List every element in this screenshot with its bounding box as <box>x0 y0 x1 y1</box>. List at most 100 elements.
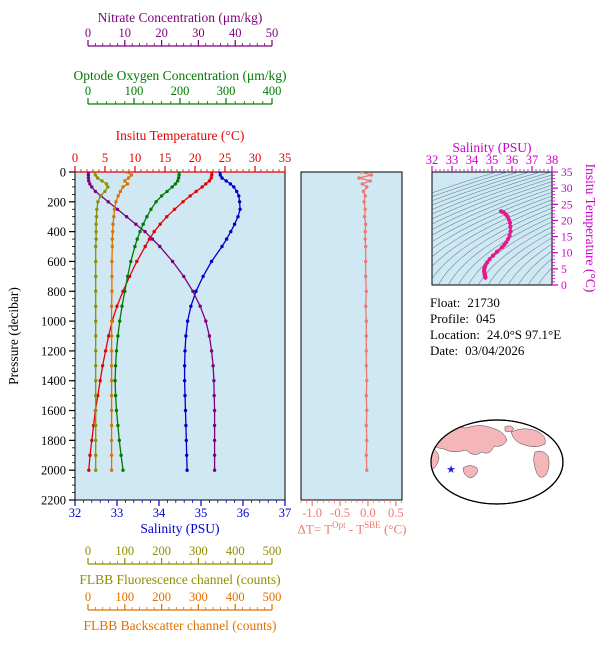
ts-salinity-axis-title: Salinity (PSU) <box>452 140 531 155</box>
data-point <box>94 468 98 472</box>
ts-temperature-axis-title: Insitu Temperature (°C) <box>583 164 598 293</box>
data-point <box>212 453 217 457</box>
tick-label: 500 <box>263 544 282 558</box>
data-point <box>365 185 369 189</box>
tick-label: 200 <box>152 544 171 558</box>
data-point <box>159 194 164 198</box>
data-point <box>209 349 214 353</box>
data-point <box>135 259 139 264</box>
data-point <box>364 289 368 293</box>
info-label: Date: <box>430 343 459 358</box>
data-point <box>365 408 369 413</box>
data-point <box>94 364 98 368</box>
data-point <box>126 176 131 180</box>
data-point <box>95 176 100 180</box>
tick-label: 100 <box>125 84 144 98</box>
data-point <box>499 245 505 250</box>
data-point <box>194 189 198 194</box>
tick-label: 5 <box>561 264 567 276</box>
data-point <box>183 408 188 413</box>
tick-label: 33 <box>111 506 124 520</box>
data-point <box>487 257 492 262</box>
data-point <box>364 423 368 428</box>
data-point <box>94 393 98 398</box>
salinity-axis-title: Salinity (PSU) <box>140 521 219 536</box>
data-point <box>94 244 98 249</box>
data-point <box>115 207 120 211</box>
data-point <box>143 229 147 234</box>
data-point <box>207 179 212 183</box>
tick-label: 600 <box>47 255 66 269</box>
info-value: 03/04/2026 <box>465 343 525 358</box>
data-point <box>124 172 129 174</box>
info-label: Location: <box>430 327 480 342</box>
tick-label: 1600 <box>41 404 66 418</box>
data-point <box>95 207 99 211</box>
data-point <box>184 423 188 428</box>
data-point <box>220 244 224 249</box>
isopycnal-contour <box>432 172 530 206</box>
tick-label: 5 <box>102 151 108 165</box>
tick-label: 1800 <box>41 434 66 448</box>
tick-label: 0 <box>561 280 567 292</box>
isopycnal-contour <box>487 231 552 285</box>
info-value: 045 <box>476 311 496 326</box>
landmass-africa <box>431 447 440 471</box>
isopycnal-contour <box>432 181 552 230</box>
data-point <box>90 438 94 443</box>
tick-label: 33 <box>446 153 459 167</box>
data-point <box>229 229 233 234</box>
data-point <box>204 182 208 186</box>
data-point <box>147 237 152 241</box>
data-point <box>109 438 114 443</box>
data-point <box>165 189 169 194</box>
tick-label: 1400 <box>41 374 66 388</box>
data-point <box>109 468 114 472</box>
data-point <box>88 182 92 186</box>
tick-label: 200 <box>152 590 171 604</box>
tick-label: 10 <box>561 248 573 260</box>
data-point <box>111 229 115 234</box>
data-point <box>120 304 124 308</box>
data-point <box>232 185 236 189</box>
isopycnal-contour <box>432 188 552 243</box>
data-point <box>198 304 202 308</box>
data-point <box>116 194 120 198</box>
data-point <box>210 173 214 177</box>
data-point <box>154 200 158 204</box>
data-point <box>224 237 229 241</box>
data-point <box>369 173 373 177</box>
data-point <box>361 189 366 194</box>
data-point <box>204 319 208 323</box>
data-point <box>176 179 180 183</box>
tick-label: 35 <box>279 151 292 165</box>
data-point <box>115 304 119 308</box>
data-point <box>113 393 118 398</box>
data-point <box>141 222 145 226</box>
isopycnal-contour <box>432 172 552 215</box>
data-point <box>109 319 114 323</box>
oxygen-axis-title: Optode Oxygen Concentration (μm/kg) <box>73 68 286 83</box>
data-point <box>184 334 188 338</box>
tick-label: 200 <box>171 84 190 98</box>
data-point <box>490 253 496 258</box>
data-point <box>189 304 193 308</box>
data-point <box>109 334 114 338</box>
tick-label: 400 <box>47 225 66 239</box>
data-point <box>158 244 162 249</box>
data-point <box>86 172 91 174</box>
data-point <box>92 172 97 174</box>
data-point <box>109 393 114 398</box>
data-point <box>177 172 181 174</box>
tick-label: 0 <box>85 84 91 98</box>
data-point <box>109 453 114 457</box>
data-point <box>170 259 175 264</box>
data-point <box>94 289 98 293</box>
map-landmasses <box>431 425 561 504</box>
tick-label: 400 <box>263 84 282 98</box>
data-point <box>363 194 367 198</box>
data-point <box>138 229 142 234</box>
data-point <box>109 364 114 368</box>
data-point <box>236 215 240 219</box>
landmass-south-america <box>533 450 550 478</box>
